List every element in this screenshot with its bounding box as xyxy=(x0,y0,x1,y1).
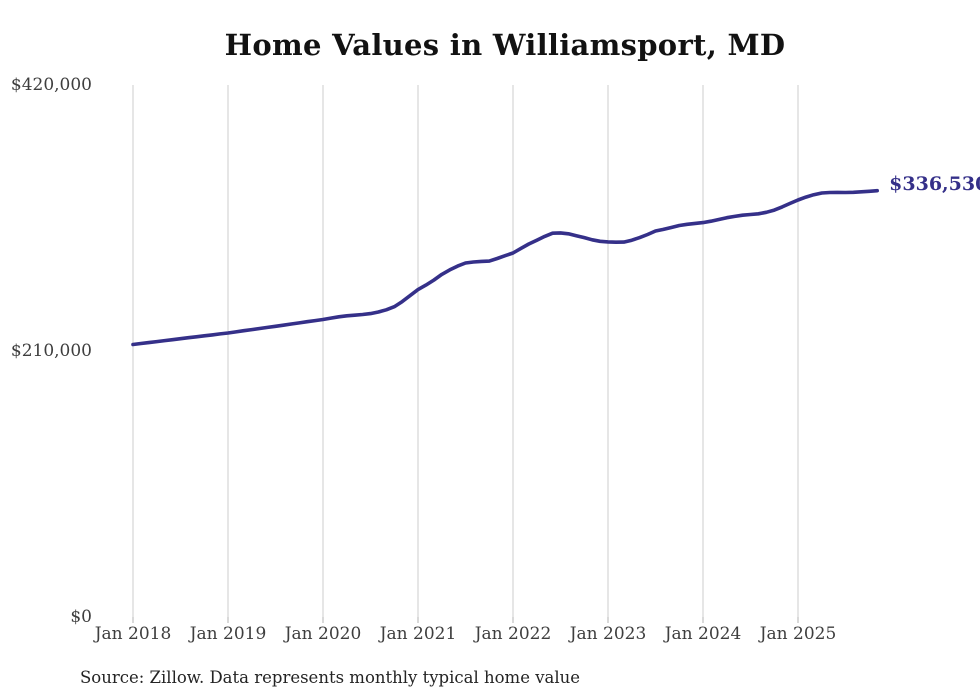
y-axis-label: $210,000 xyxy=(10,341,92,361)
x-axis-label: Jan 2024 xyxy=(664,624,742,644)
x-axis-label: Jan 2023 xyxy=(569,624,647,644)
y-axis-label: $0 xyxy=(70,607,92,627)
chart-title: Home Values in Williamsport, MD xyxy=(224,28,786,62)
x-axis-label: Jan 2021 xyxy=(379,624,457,644)
x-axis-label: Jan 2019 xyxy=(189,624,267,644)
x-axis-label: Jan 2025 xyxy=(759,624,837,644)
y-axis-label: $420,000 xyxy=(10,75,92,95)
x-axis-label: Jan 2020 xyxy=(284,624,362,644)
latest-value-label: $336,530 xyxy=(889,172,980,195)
x-axis-label: Jan 2022 xyxy=(474,624,552,644)
source-note: Source: Zillow. Data represents monthly … xyxy=(80,668,581,687)
x-axis-label: Jan 2018 xyxy=(94,624,172,644)
home-value-line xyxy=(131,188,879,347)
